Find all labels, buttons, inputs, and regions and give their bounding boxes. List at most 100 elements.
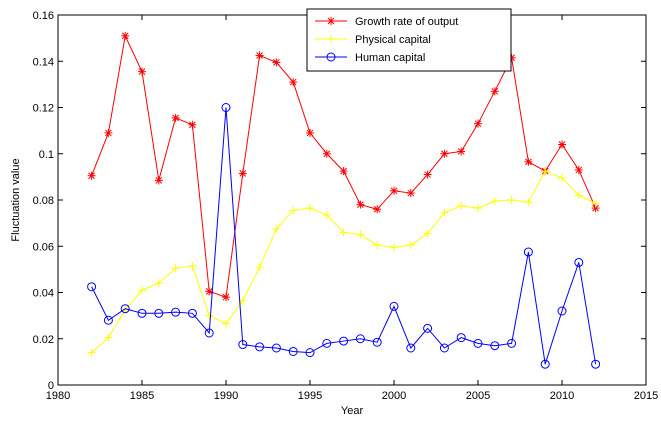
y-tick-label: 0.08 xyxy=(33,195,54,207)
plus-marker xyxy=(87,348,96,357)
asterisk-marker-d2 xyxy=(306,129,314,137)
asterisk-marker xyxy=(574,165,583,174)
legend-box xyxy=(306,8,512,72)
circle-marker xyxy=(154,308,164,318)
asterisk-marker-d2 xyxy=(105,129,112,137)
plus-marker xyxy=(339,228,348,237)
plus-marker xyxy=(490,197,499,206)
asterisk-marker xyxy=(406,189,415,198)
asterisk-marker xyxy=(474,119,482,128)
y-tick-label: 0.04 xyxy=(33,288,54,300)
asterisk-marker-d2 xyxy=(491,87,499,95)
circle-marker xyxy=(87,282,97,292)
asterisk-marker-d2 xyxy=(407,189,415,197)
asterisk-marker-d2 xyxy=(424,171,431,178)
circle-marker xyxy=(339,336,349,346)
asterisk-marker-d2 xyxy=(558,141,566,148)
asterisk-marker xyxy=(339,167,348,176)
series-physical-capital xyxy=(87,167,600,357)
plus-marker xyxy=(306,204,314,213)
asterisk-marker xyxy=(457,147,466,156)
circle-marker xyxy=(557,306,567,316)
plus-marker xyxy=(222,319,230,328)
circle-marker xyxy=(204,328,214,338)
circle-marker xyxy=(187,308,197,318)
plus-marker xyxy=(289,206,298,215)
asterisk-marker xyxy=(188,120,197,129)
legend-label: Human capital xyxy=(355,52,425,64)
plus-marker xyxy=(574,191,583,200)
asterisk-marker xyxy=(138,67,146,76)
asterisk-marker xyxy=(121,31,130,40)
legend-entry-physical-capital: Physical capital xyxy=(315,34,431,46)
plus-marker xyxy=(507,196,516,204)
plus-marker xyxy=(423,229,432,238)
plus-marker xyxy=(188,261,197,270)
asterisk-marker-d2 xyxy=(327,17,335,25)
series-layer xyxy=(87,31,601,369)
asterisk-marker-d2 xyxy=(138,68,146,76)
asterisk-marker-d2 xyxy=(222,293,230,301)
circle-marker xyxy=(372,337,382,347)
legend-label: Growth rate of output xyxy=(355,16,458,28)
y-axis-label: Fluctuation value xyxy=(10,158,22,241)
x-tick-label: 2010 xyxy=(550,390,574,402)
plus-marker xyxy=(272,224,281,233)
circle-marker xyxy=(423,323,433,333)
asterisk-marker-d2 xyxy=(373,205,381,213)
asterisk-marker-d2 xyxy=(205,287,213,295)
asterisk-marker xyxy=(306,128,314,137)
circle-marker xyxy=(238,340,248,350)
y-tick-label: 0.14 xyxy=(33,56,54,68)
asterisk-marker xyxy=(390,186,398,195)
plus-marker xyxy=(406,241,415,250)
circle-marker xyxy=(171,307,181,317)
plus-marker xyxy=(440,208,449,217)
circle-marker xyxy=(523,247,533,257)
asterisk-marker-d2 xyxy=(88,172,95,180)
plus-marker xyxy=(327,35,335,43)
x-tick-label: 2005 xyxy=(466,390,490,402)
series-line-human-capital xyxy=(91,107,597,365)
circle-marker xyxy=(406,343,416,353)
asterisk-marker-d2 xyxy=(155,176,163,184)
circle-marker xyxy=(137,308,147,318)
asterisk-marker xyxy=(222,293,230,302)
asterisk-marker xyxy=(87,171,96,180)
x-tick-label: 1980 xyxy=(46,390,70,402)
plus-marker xyxy=(373,241,382,250)
asterisk-marker-d2 xyxy=(525,158,532,166)
y-tick-label: 0.16 xyxy=(33,10,54,22)
asterisk-marker-d2 xyxy=(121,32,129,40)
legend-entry-growth-rate-of-output: Growth rate of output xyxy=(315,16,458,28)
plus-marker xyxy=(104,333,113,342)
plus-marker xyxy=(390,243,398,252)
plus-marker xyxy=(591,199,600,208)
circle-marker xyxy=(271,343,281,353)
x-tick-label: 2000 xyxy=(382,390,406,402)
asterisk-marker-d2 xyxy=(172,114,179,122)
circle-marker xyxy=(322,338,332,348)
circle-marker xyxy=(120,304,130,314)
asterisk-marker xyxy=(327,17,335,25)
circle-marker xyxy=(221,103,231,112)
asterisk-marker xyxy=(238,169,247,178)
asterisk-marker xyxy=(490,87,499,96)
x-tick-label: 1990 xyxy=(214,390,238,402)
legend-label: Physical capital xyxy=(355,34,431,46)
axes: 1980 1985 1990 1995 2000 2005 2010 2015 0 0.02 0.0… xyxy=(33,10,659,402)
x-axis-label: Year xyxy=(341,405,364,417)
circle-marker xyxy=(389,301,399,311)
circle-marker xyxy=(439,343,449,353)
plus-marker xyxy=(356,230,365,239)
asterisk-marker-d2 xyxy=(273,59,280,66)
x-tick-label: 1995 xyxy=(298,390,322,402)
circle-marker xyxy=(305,348,315,358)
asterisk-marker-d2 xyxy=(340,167,347,175)
asterisk-marker-d2 xyxy=(575,166,583,174)
asterisk-marker xyxy=(289,78,298,87)
asterisk-marker xyxy=(524,157,533,166)
circle-marker xyxy=(574,257,584,267)
circle-marker xyxy=(103,315,113,325)
